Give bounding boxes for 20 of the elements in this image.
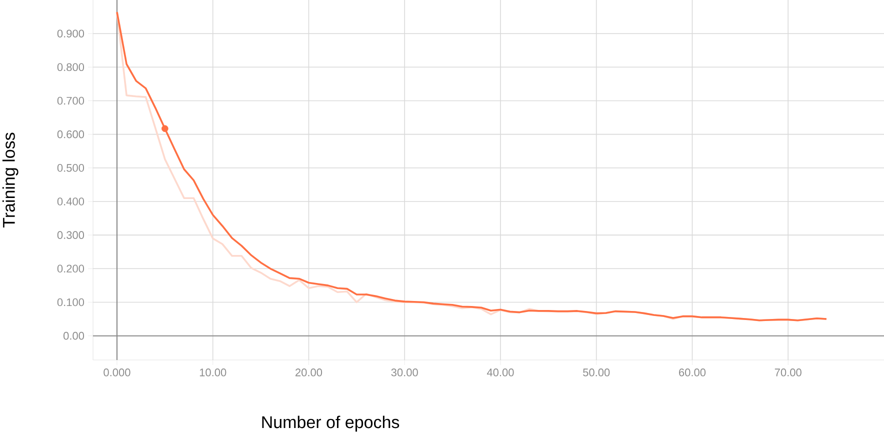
- x-tick-label: 30.00: [391, 368, 418, 376]
- x-tick-label: 60.00: [679, 368, 706, 376]
- x-tick-label: 20.00: [296, 368, 322, 376]
- y-tick-label: 0.500: [57, 164, 84, 172]
- y-tick-label: 0.300: [57, 231, 84, 239]
- y-tick-label: 0.100: [57, 298, 84, 306]
- x-tick-label: 70.00: [774, 368, 802, 376]
- y-tick-label: 0.400: [57, 198, 84, 206]
- y-tick-label: 0.200: [57, 264, 84, 273]
- x-tick-label: 0.000: [104, 368, 130, 376]
- x-tick-label: 50.00: [583, 368, 610, 376]
- y-tick-label: 0.600: [57, 130, 84, 138]
- y-tick-label: 0.00: [63, 332, 84, 340]
- y-tick-label: 0.700: [57, 96, 84, 105]
- y-tick-label: 0.800: [57, 63, 84, 72]
- y-tick-label: 0.900: [57, 30, 84, 38]
- y-axis-title: Training loss: [2, 132, 18, 228]
- x-tick-label: 10.00: [200, 368, 226, 376]
- x-axis-title: Number of epochs: [262, 416, 400, 432]
- x-tick-label: 40.00: [486, 368, 514, 376]
